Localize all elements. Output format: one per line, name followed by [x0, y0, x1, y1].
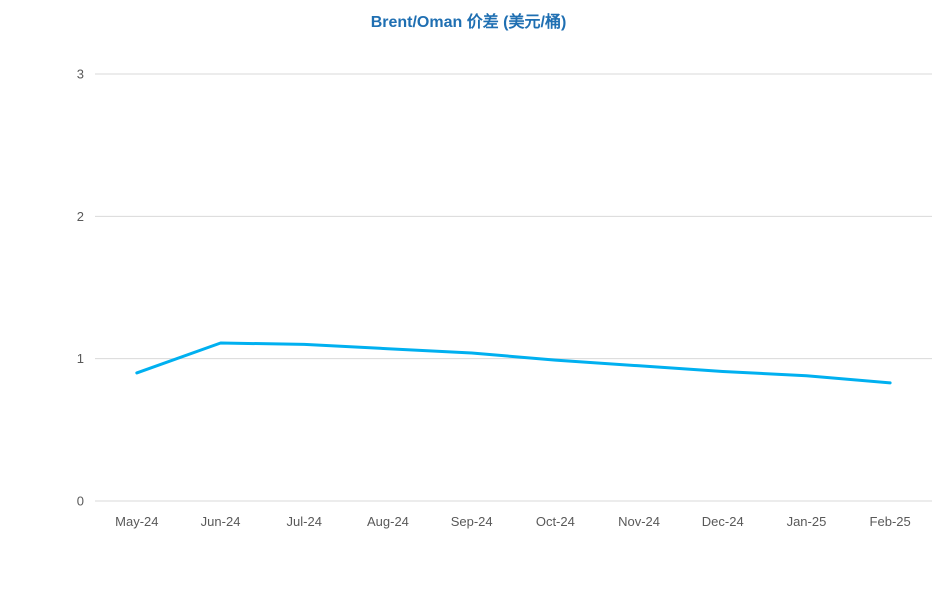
y-tick-label: 3: [77, 67, 84, 82]
y-tick-label: 2: [77, 209, 84, 224]
x-tick-label: Oct-24: [536, 514, 575, 529]
x-tick-label: Sep-24: [451, 514, 493, 529]
series-lines: [135, 341, 892, 385]
x-tick-label: Jan-25: [787, 514, 827, 529]
y-tick-label: 1: [77, 351, 84, 366]
gridlines: [95, 73, 932, 502]
y-axis-ticks: 0 1 2 3: [77, 67, 84, 509]
x-tick-label: Dec-24: [702, 514, 744, 529]
x-tick-label: Jun-24: [201, 514, 241, 529]
x-tick-label: May-24: [115, 514, 158, 529]
series-line-0: [135, 341, 892, 385]
x-tick-label: Feb-25: [870, 514, 911, 529]
x-tick-label: Aug-24: [367, 514, 409, 529]
x-tick-label: Jul-24: [287, 514, 322, 529]
x-axis-ticks: May-24 Jun-24 Jul-24 Aug-24 Sep-24 Oct-24 Nov-…: [115, 514, 911, 529]
chart-title: Brent/Oman 价差 (美元/桶): [370, 14, 567, 31]
y-tick-label: 0: [77, 494, 84, 509]
x-tick-label: Nov-24: [618, 514, 660, 529]
